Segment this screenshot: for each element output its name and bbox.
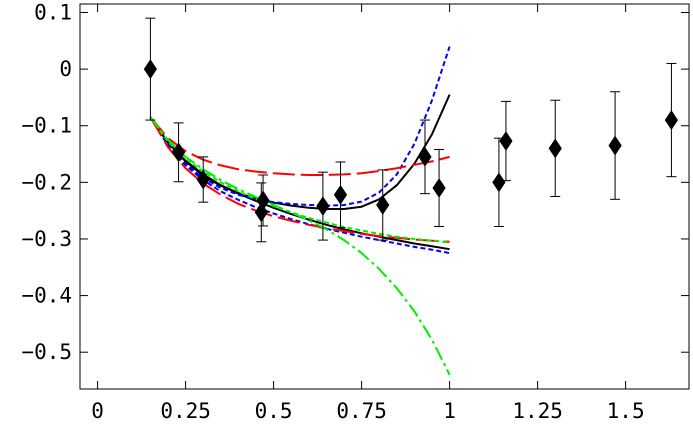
data-point-9 [432,178,446,198]
series-green-dash-dot [149,116,451,376]
y-tick-label-6: −0.5 [21,340,72,364]
data-point-4 [256,190,270,211]
series-black-solid-upturn [149,94,451,210]
series-blue-dashed-upturn [149,46,451,207]
data-point-3 [254,202,268,223]
x-tick-label-3: 0.75 [336,399,387,423]
y-tick-label-3: −0.2 [21,170,72,194]
data-point-8 [418,146,432,167]
data-point-14 [664,110,678,130]
model-curves [149,46,451,376]
y-tick-label-5: −0.4 [21,284,72,308]
tick-marks [80,4,689,389]
series-red-long-dashed-upper [149,116,450,176]
data-point-0 [143,59,158,80]
data-points [143,17,678,243]
x-tick-label-2: 0.5 [255,399,293,423]
y-tick-label-4: −0.3 [21,227,72,251]
series-green-dashed [149,116,450,244]
x-tick-label-1: 0.25 [160,399,211,423]
y-tick-label-2: −0.1 [21,114,72,138]
x-tick-label-0: 0 [91,399,104,423]
data-point-5 [316,196,330,217]
x-tick-label-5: 1.25 [512,399,563,423]
data-point-1 [171,142,186,163]
series-blue-dashed-lower [149,116,450,255]
y-tick-labels: 0.1 0 −0.1 −0.2 −0.3 −0.4 −0.5 [21,0,72,364]
series-red-long-dashed-lower [149,116,450,243]
y-tick-label-0: 0.1 [34,0,72,24]
y-tick-label-1: 0 [59,57,72,81]
data-point-11 [499,131,513,151]
plot-frame [79,3,690,390]
data-point-10 [492,172,506,193]
x-tick-label-4: 1 [443,399,456,423]
data-point-13 [608,135,622,156]
data-point-12 [548,138,562,159]
data-point-6 [333,184,348,205]
series-black-solid-lower [149,116,450,251]
data-point-7 [376,195,390,215]
x-tick-label-6: 1.5 [607,399,645,423]
data-point-2 [196,169,210,190]
x-tick-labels: 0 0.25 0.5 0.75 1 1.25 1.5 [91,399,644,423]
